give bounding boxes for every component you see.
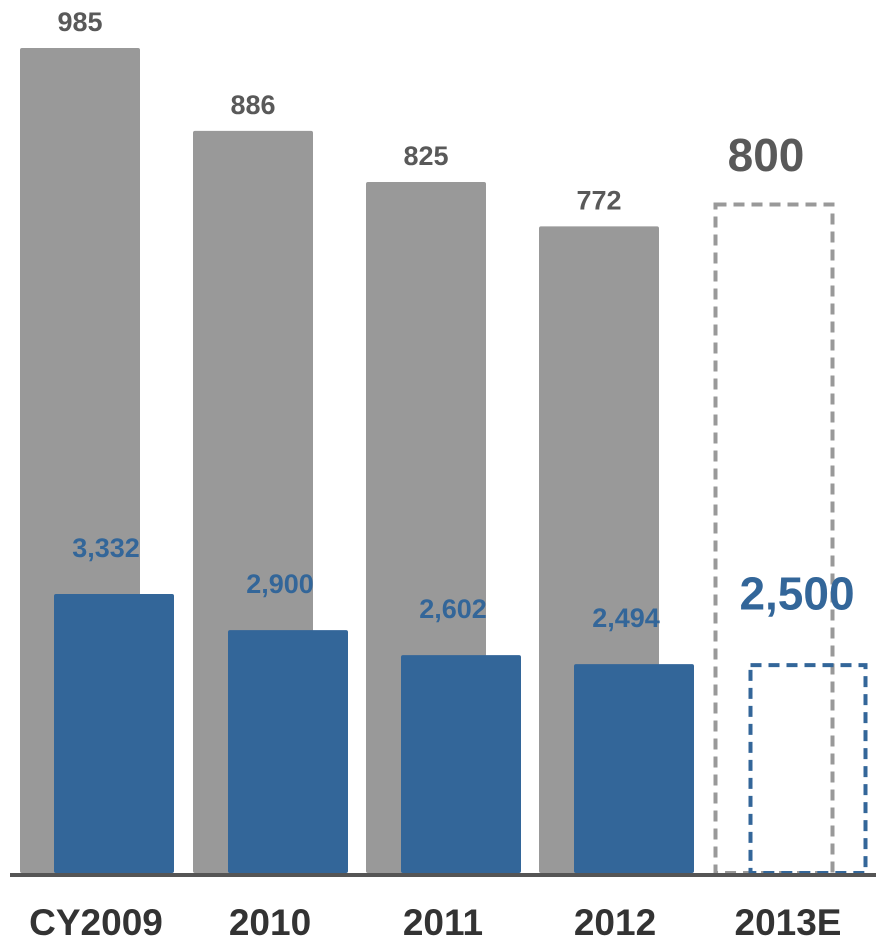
gray-value-label-2012: 772 bbox=[576, 185, 621, 215]
blue-value-label-cy2009: 3,332 bbox=[72, 533, 140, 563]
blue-bar-2011 bbox=[401, 655, 521, 873]
blue-value-label-2013e: 2,500 bbox=[739, 568, 854, 620]
category-labels: CY2009 2010 2011 2012 2013E bbox=[29, 902, 841, 943]
gray-series-labels: 985 886 825 772 800 bbox=[57, 7, 804, 215]
blue-series-labels: 3,332 2,900 2,602 2,494 2,500 bbox=[72, 533, 854, 633]
gray-value-label-cy2009: 985 bbox=[57, 7, 102, 37]
gray-value-label-2013e: 800 bbox=[728, 129, 805, 181]
blue-bar-2012 bbox=[574, 664, 694, 873]
category-label-2011: 2011 bbox=[403, 902, 483, 943]
blue-series-bars bbox=[54, 594, 868, 875]
category-label-2012: 2012 bbox=[574, 902, 656, 943]
gray-value-label-2010: 886 bbox=[230, 90, 275, 120]
category-label-2010: 2010 bbox=[229, 902, 311, 943]
category-label-cy2009: CY2009 bbox=[29, 902, 163, 943]
gray-bar-2013e bbox=[713, 202, 835, 876]
category-label-2013e: 2013E bbox=[735, 902, 842, 943]
blue-value-label-2011: 2,602 bbox=[419, 594, 487, 624]
gray-value-label-2011: 825 bbox=[403, 141, 448, 171]
blue-bar-2013e bbox=[748, 663, 868, 875]
blue-value-label-2012: 2,494 bbox=[592, 603, 660, 633]
blue-bar-2010 bbox=[228, 630, 348, 873]
blue-bar-cy2009 bbox=[54, 594, 174, 873]
blue-value-label-2010: 2,900 bbox=[246, 569, 314, 599]
